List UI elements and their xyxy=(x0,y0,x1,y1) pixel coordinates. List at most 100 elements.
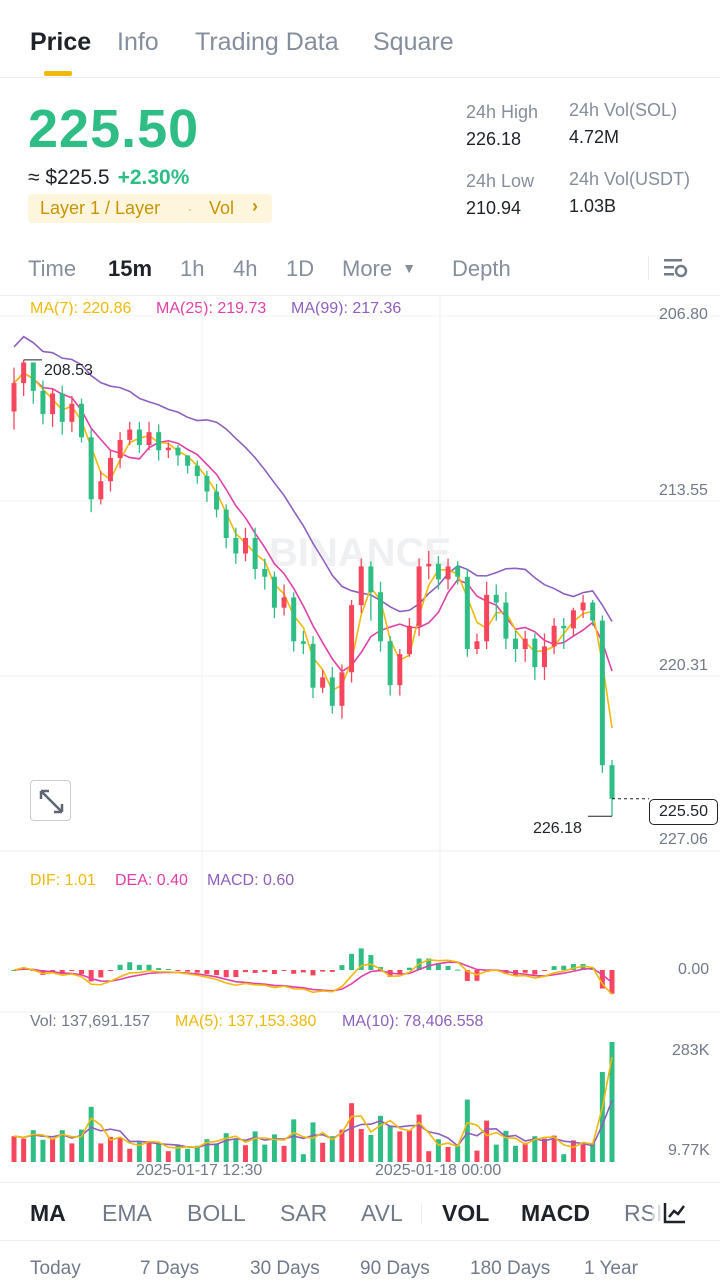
interval-1h[interactable]: 1h xyxy=(180,256,205,281)
volume-bar-28 xyxy=(281,1145,287,1162)
interval-15m[interactable]: 15m xyxy=(108,256,153,281)
candle-body-32 xyxy=(320,677,326,688)
category-label: Layer 1 / Layer xyxy=(40,198,161,218)
ma25-line xyxy=(13,371,613,673)
period-today[interactable]: Today xyxy=(30,1258,81,1279)
candle-body-50 xyxy=(493,594,499,603)
candle-body-15 xyxy=(156,432,162,451)
expand-chart-button[interactable] xyxy=(30,780,71,821)
candle-body-43 xyxy=(426,563,432,567)
candle-body-47 xyxy=(464,576,470,650)
candle-body-42 xyxy=(416,566,422,626)
candle-body-25 xyxy=(252,538,258,569)
active-tab-indicator xyxy=(44,71,72,76)
volume-bar-47 xyxy=(464,1099,470,1162)
vol-ma5-line xyxy=(13,1056,613,1149)
macd-bar-36 xyxy=(358,948,364,970)
volume-bar-10 xyxy=(107,1136,113,1162)
candle-body-61 xyxy=(599,620,605,766)
candle-body-21 xyxy=(214,491,220,510)
interval-more[interactable]: More ▼ xyxy=(342,256,416,282)
last-price: 225.50 xyxy=(28,99,200,159)
interval-time[interactable]: Time xyxy=(28,256,77,281)
tab-info[interactable]: Info xyxy=(117,28,159,56)
dea-legend: DEA: 0.40 xyxy=(115,872,188,889)
period-1y[interactable]: 1 Year xyxy=(584,1258,638,1279)
candle-body-12 xyxy=(127,429,133,440)
tab-trading-data[interactable]: Trading Data xyxy=(195,28,339,56)
candle-body-1 xyxy=(21,362,27,384)
high-value: 226.18 xyxy=(466,129,522,149)
macd-bar-7 xyxy=(79,970,85,974)
macd-bar-30 xyxy=(300,970,306,973)
chart-grid xyxy=(0,296,720,1162)
volume-bar-24 xyxy=(242,1145,248,1162)
volume-bar-1 xyxy=(21,1138,27,1162)
macd-bar-19 xyxy=(194,970,200,973)
macd-bar-10 xyxy=(107,970,113,971)
period-180d[interactable]: 180 Days xyxy=(470,1258,551,1279)
macd-bar-22 xyxy=(223,970,229,978)
volume-bar-2 xyxy=(30,1130,36,1162)
volume-bar-27 xyxy=(271,1134,277,1162)
volume-bar-18 xyxy=(185,1148,191,1162)
period-90d[interactable]: 90 Days xyxy=(360,1258,430,1279)
volume-bar-30 xyxy=(300,1154,306,1162)
macd-bar-8 xyxy=(88,970,94,982)
indicator-ema[interactable]: EMA xyxy=(102,1200,152,1226)
vol-tag-label: Vol xyxy=(209,198,235,218)
candle-body-38 xyxy=(378,592,384,642)
vol-ma10-legend: MA(10): 78,406.558 xyxy=(342,1013,484,1030)
candle-body-54 xyxy=(532,638,538,668)
vol-sol-value: 4.72M xyxy=(569,127,620,147)
ma99-line xyxy=(13,335,613,622)
volume-bar-7 xyxy=(79,1129,85,1162)
candle-body-30 xyxy=(300,641,306,644)
period-30d[interactable]: 30 Days xyxy=(250,1258,320,1279)
macd-bar-47 xyxy=(464,970,470,981)
caret-down-icon: ▼ xyxy=(402,260,417,276)
indicator-vol[interactable]: VOL xyxy=(442,1200,490,1226)
macd-bar-45 xyxy=(445,965,451,970)
candle-body-31 xyxy=(310,643,316,688)
volume-bar-4 xyxy=(50,1138,56,1162)
indicator-boll[interactable]: BOLL xyxy=(187,1200,246,1226)
volume-bar-49 xyxy=(484,1120,490,1162)
category-tag[interactable]: Layer 1 / Layer · Vol › xyxy=(28,194,272,223)
macd-bar-23 xyxy=(233,970,239,978)
indicator-settings-icon[interactable] xyxy=(662,1200,688,1226)
tab-price[interactable]: Price xyxy=(30,28,92,56)
chart-top-divider xyxy=(0,295,720,296)
volume-bars xyxy=(11,1042,615,1162)
candle-body-52 xyxy=(513,638,519,650)
candle-body-59 xyxy=(580,602,586,611)
macd-bar-18 xyxy=(185,970,191,972)
vol-bottom-label: 9.77K xyxy=(668,1142,710,1159)
volume-bar-17 xyxy=(175,1144,181,1162)
tab-square[interactable]: Square xyxy=(373,28,454,56)
volume-bar-48 xyxy=(474,1150,480,1162)
interval-1d[interactable]: 1D xyxy=(286,256,315,281)
indicator-fade xyxy=(652,1192,720,1236)
candle-body-16 xyxy=(165,447,171,451)
period-7d[interactable]: 7 Days xyxy=(140,1258,200,1279)
volume-bar-31 xyxy=(310,1122,316,1162)
volume-bar-14 xyxy=(146,1141,152,1162)
volume-bar-39 xyxy=(387,1125,393,1162)
tab-depth[interactable]: Depth xyxy=(452,256,511,281)
chart-settings-icon[interactable] xyxy=(662,255,688,281)
vol-top-label: 283K xyxy=(672,1042,710,1059)
macd-bar-0 xyxy=(11,970,17,971)
indicator-avl[interactable]: AVL xyxy=(361,1200,403,1226)
volume-bar-45 xyxy=(445,1147,451,1162)
volume-bar-16 xyxy=(165,1151,171,1162)
indicator-sar[interactable]: SAR xyxy=(280,1200,328,1226)
interval-4h[interactable]: 4h xyxy=(233,256,258,281)
chart-area[interactable]: BINANCE xyxy=(0,296,720,1182)
candle-body-0 xyxy=(11,383,17,412)
date-label-1: 2025-01-17 12:30 xyxy=(136,1162,263,1179)
indicator-macd[interactable]: MACD xyxy=(521,1200,590,1226)
candle-body-6 xyxy=(69,403,75,422)
high-price-marker: 208.53 xyxy=(44,362,93,379)
indicator-ma[interactable]: MA xyxy=(30,1200,66,1226)
